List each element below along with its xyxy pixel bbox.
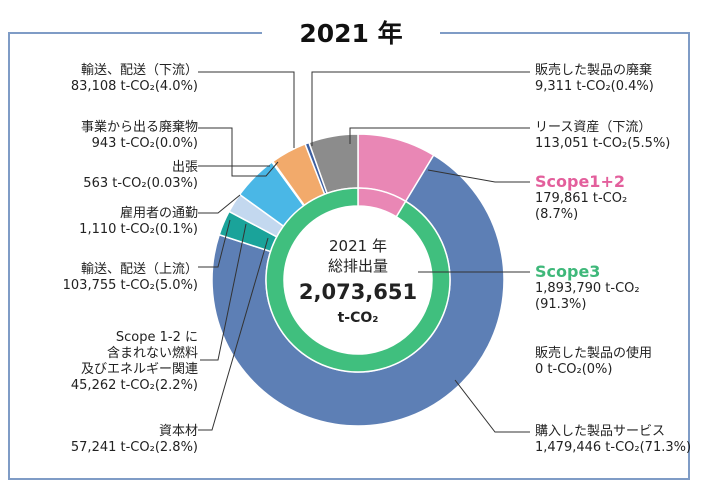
label-end-of-life: 販売した製品の廃棄 9,311 t-CO₂(0.4%) [535, 63, 654, 95]
label-value: 943 t-CO₂(0.0%) [91, 136, 198, 151]
label-name: 出張 [171, 160, 198, 175]
label-percent: (8.7%) [535, 207, 579, 222]
leader-scope12 [427, 169, 530, 183]
label-capital-goods: 資本材 57,241 t-CO₂(2.8%) [71, 424, 198, 456]
label-value: 57,241 t-CO₂(2.8%) [70, 440, 198, 455]
label-value: 1,110 t-CO₂(0.1%) [79, 222, 198, 237]
leader-leased-assets [349, 127, 530, 144]
label-name: 雇用者の通勤 [119, 206, 198, 221]
leader-lines [198, 71, 530, 433]
label-commuting: 雇用者の通勤 1,110 t-CO₂(0.1%) [79, 206, 198, 238]
leader-fuel-energy [200, 223, 247, 361]
label-name: 輸送、配送（上流） [80, 262, 198, 277]
label-leased-assets: リース資産（下流） 113,051 t-CO₂(5.5%) [535, 120, 670, 152]
label-value: 113,051 t-CO₂(5.5%) [535, 136, 671, 151]
leader-capital-goods [198, 237, 269, 431]
leader-upstream-transport [198, 219, 231, 268]
label-upstream-transport: 輸送、配送（上流） 103,755 t-CO₂(5.0%) [63, 262, 198, 294]
label-scope3: Scope3 1,893,790 t-CO₂ (91.3%) [535, 262, 640, 313]
leader-end-of-life [311, 71, 530, 146]
label-value: 45,262 t-CO₂(2.2%) [70, 378, 198, 393]
label-value: 9,311 t-CO₂(0.4%) [535, 79, 654, 94]
label-value: 0 t-CO₂(0%) [535, 362, 613, 377]
label-scope12: Scope1+2 179,861 t-CO₂ (8.7%) [535, 172, 627, 223]
label-waste: 事業から出る廃棄物 943 t-CO₂(0.0%) [81, 120, 198, 152]
label-name: 事業から出る廃棄物 [80, 120, 198, 135]
label-name: リース資産（下流） [535, 120, 652, 135]
donut-hole [284, 206, 432, 354]
leader-waste [198, 127, 279, 177]
center-total-label: 総排出量 [327, 257, 388, 275]
center-total-value: 2,073,651 [298, 280, 418, 304]
label-name-1: Scope 1-2 に [115, 330, 198, 345]
leader-downstream-transport [198, 71, 295, 148]
chart-title: 2021 年 [299, 19, 403, 48]
label-value: 563 t-CO₂(0.03%) [83, 176, 198, 191]
label-scope3-name: Scope3 [535, 262, 601, 281]
label-value: 83,108 t-CO₂(4.0%) [70, 79, 198, 94]
label-name: 販売した製品の廃棄 [535, 63, 653, 78]
label-downstream-transport: 輸送、配送（下流） 83,108 t-CO₂(4.0%) [71, 63, 198, 95]
leader-commuting [198, 194, 241, 214]
center-year: 2021 年 [329, 237, 387, 255]
center-unit: t-CO₂ [337, 310, 379, 326]
label-value: 103,755 t-CO₂(5.0%) [62, 278, 198, 293]
label-name: 販売した製品の使用 [535, 346, 653, 361]
label-name: 輸送、配送（下流） [80, 63, 198, 78]
inner-ring [265, 187, 451, 373]
label-name: 購入した製品サービス [535, 424, 666, 439]
label-name: 資本材 [158, 424, 198, 439]
label-name-3: 及びエネルギー関連 [80, 362, 198, 377]
label-value: 1,893,790 t-CO₂ [535, 281, 640, 296]
label-use-of-products: 販売した製品の使用 0 t-CO₂(0%) [535, 346, 652, 378]
title-background [262, 14, 440, 54]
label-purchased-goods: 購入した製品サービス 1,479,446 t-CO₂(71.3%) [535, 424, 691, 456]
leader-purchased-goods [454, 379, 530, 433]
label-business-travel: 出張 563 t-CO₂(0.03%) [83, 160, 198, 192]
label-value: 179,861 t-CO₂ [535, 191, 628, 206]
label-value: 1,479,446 t-CO₂(71.3%) [535, 440, 692, 455]
label-fuel-energy: Scope 1-2 に 含まれない燃料 及びエネルギー関連 45,262 t-C… [71, 330, 198, 394]
label-scope12-name: Scope1+2 [535, 172, 625, 191]
label-percent: (91.3%) [535, 297, 587, 312]
label-name-2: 含まれない燃料 [106, 346, 198, 361]
